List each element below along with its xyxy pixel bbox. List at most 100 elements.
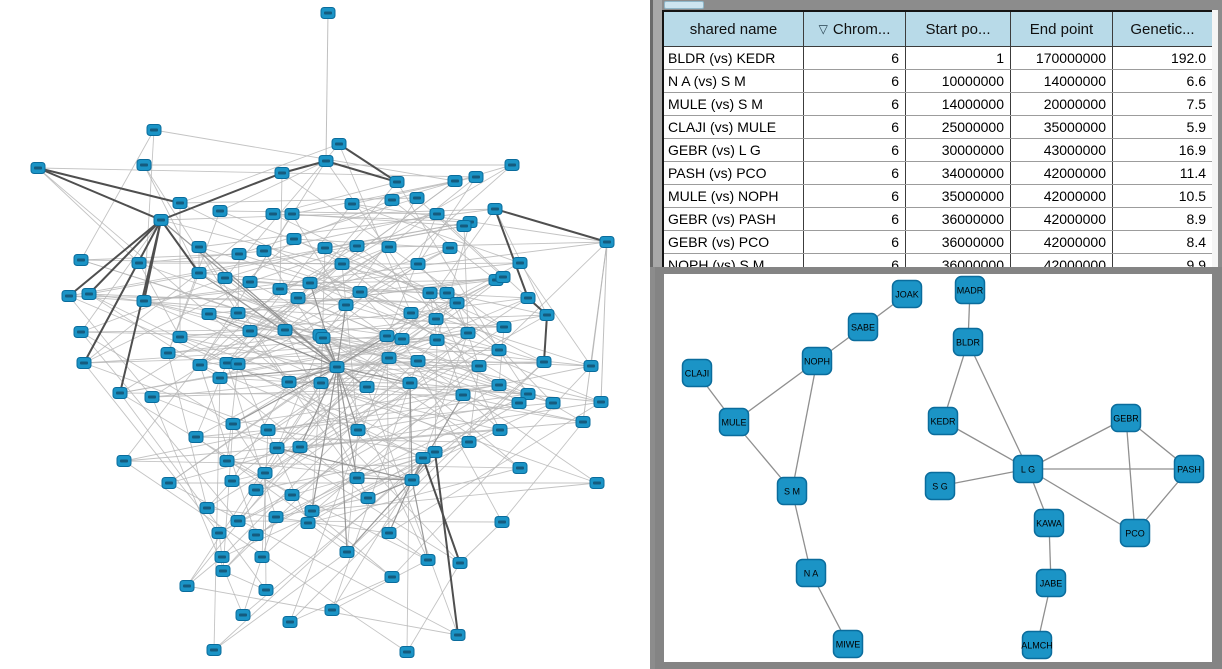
table-cell[interactable]: 7.5	[1186, 96, 1206, 112]
network-node-bldr[interactable]: BLDR	[952, 327, 984, 357]
network-node[interactable]	[313, 377, 329, 389]
network-node[interactable]	[230, 358, 246, 370]
network-node[interactable]	[225, 418, 241, 430]
network-node[interactable]	[272, 283, 288, 295]
network-node[interactable]	[449, 297, 465, 309]
network-node[interactable]	[179, 580, 195, 592]
table-cell[interactable]: CLAJI (vs) MULE	[664, 116, 804, 138]
network-node[interactable]	[455, 389, 471, 401]
table-cell[interactable]: GEBR (vs) PASH	[664, 208, 804, 230]
network-node-miwe[interactable]: MIWE	[832, 629, 864, 659]
network-node[interactable]	[350, 424, 366, 436]
column-header-0[interactable]: shared name	[664, 12, 804, 46]
table-cell[interactable]: 10000000	[906, 70, 1011, 92]
network-node[interactable]	[447, 175, 463, 187]
network-node[interactable]	[384, 194, 400, 206]
network-node[interactable]	[399, 646, 415, 658]
network-node[interactable]	[116, 455, 132, 467]
network-node-s-g[interactable]: S G	[924, 471, 956, 501]
network-node[interactable]	[269, 442, 285, 454]
network-node[interactable]	[199, 502, 215, 514]
table-cell[interactable]: BLDR (vs) KEDR	[664, 47, 804, 69]
network-node[interactable]	[188, 431, 204, 443]
network-node-pco[interactable]: PCO	[1119, 518, 1151, 548]
network-node[interactable]	[520, 292, 536, 304]
network-node[interactable]	[258, 584, 274, 596]
network-node[interactable]	[589, 477, 605, 489]
network-node[interactable]	[317, 242, 333, 254]
table-row[interactable]: GEBR (vs) PCO 6 36000000 42000000 8.4	[664, 230, 1212, 253]
network-node[interactable]	[428, 313, 444, 325]
table-cell[interactable]: 6	[804, 254, 906, 276]
panel-scroll-chip[interactable]	[664, 1, 704, 9]
network-node[interactable]	[61, 290, 77, 302]
network-node[interactable]	[379, 330, 395, 342]
network-node[interactable]	[599, 236, 615, 248]
table-cell[interactable]: 6	[804, 47, 906, 69]
filter-icon[interactable]: ▽	[818, 22, 828, 36]
network-node[interactable]	[452, 557, 468, 569]
table-cell[interactable]: 6	[804, 70, 906, 92]
network-node[interactable]	[265, 208, 281, 220]
main-network-view[interactable]	[0, 0, 650, 669]
table-cell[interactable]: 42000000	[1011, 185, 1113, 207]
network-node[interactable]	[215, 565, 231, 577]
network-node[interactable]	[520, 388, 536, 400]
network-node[interactable]	[492, 424, 508, 436]
network-node[interactable]	[381, 527, 397, 539]
table-cell[interactable]: 42000000	[1011, 162, 1113, 184]
table-cell[interactable]: 6	[804, 162, 906, 184]
network-node[interactable]	[217, 272, 233, 284]
table-cell[interactable]: 170000000	[1011, 47, 1113, 69]
table-cell[interactable]: 36000000	[906, 231, 1011, 253]
network-node[interactable]	[583, 360, 599, 372]
network-node[interactable]	[410, 355, 426, 367]
network-node[interactable]	[409, 192, 425, 204]
table-cell[interactable]: 35000000	[1011, 116, 1113, 138]
network-node[interactable]	[494, 516, 510, 528]
network-node-claji[interactable]: CLAJI	[681, 358, 713, 388]
network-node[interactable]	[394, 333, 410, 345]
network-node[interactable]	[304, 505, 320, 517]
table-cell[interactable]: 8.4	[1186, 234, 1206, 250]
column-header-1[interactable]: ▽ Chrom...	[804, 12, 906, 46]
network-node[interactable]	[427, 446, 443, 458]
network-node[interactable]	[191, 267, 207, 279]
table-cell[interactable]: 34000000	[906, 162, 1011, 184]
table-row[interactable]: MULE (vs) NOPH 6 35000000 42000000 10.5	[664, 184, 1212, 207]
network-node[interactable]	[331, 138, 347, 150]
network-node-noph[interactable]: NOPH	[801, 346, 833, 376]
network-node[interactable]	[146, 124, 162, 136]
network-node[interactable]	[206, 644, 222, 656]
column-header-2[interactable]: Start po...	[906, 12, 1011, 46]
network-node[interactable]	[282, 616, 298, 628]
network-node[interactable]	[73, 326, 89, 338]
network-node[interactable]	[456, 220, 472, 232]
table-cell[interactable]: 30000000	[906, 139, 1011, 161]
network-node[interactable]	[248, 529, 264, 541]
network-node[interactable]	[212, 205, 228, 217]
network-node[interactable]	[320, 7, 336, 19]
network-node[interactable]	[402, 377, 418, 389]
table-row[interactable]: BLDR (vs) KEDR 6 1 170000000 192.0	[664, 47, 1212, 69]
network-node[interactable]	[230, 307, 246, 319]
network-node[interactable]	[257, 467, 273, 479]
table-row[interactable]: PASH (vs) PCO 6 34000000 42000000 11.4	[664, 161, 1212, 184]
network-node[interactable]	[284, 208, 300, 220]
table-cell[interactable]: 36000000	[906, 208, 1011, 230]
table-cell[interactable]: 35000000	[906, 185, 1011, 207]
network-node[interactable]	[429, 208, 445, 220]
network-node[interactable]	[461, 436, 477, 448]
table-row[interactable]: GEBR (vs) PASH 6 36000000 42000000 8.9	[664, 207, 1212, 230]
network-node[interactable]	[192, 359, 208, 371]
network-node[interactable]	[404, 474, 420, 486]
table-cell[interactable]: 14000000	[906, 93, 1011, 115]
small-network-canvas[interactable]: JOAK MADR SABE BLDR NOPH CLAJI MULE KEDR GEBR L G…	[664, 274, 1212, 662]
network-node[interactable]	[410, 258, 426, 270]
network-node-kedr[interactable]: KEDR	[927, 406, 959, 436]
table-cell[interactable]: PASH (vs) PCO	[664, 162, 804, 184]
table-cell[interactable]: 1	[906, 47, 1011, 69]
network-node[interactable]	[136, 295, 152, 307]
table-cell[interactable]: 192.0	[1170, 50, 1206, 66]
table-cell[interactable]: 14000000	[1011, 70, 1113, 92]
